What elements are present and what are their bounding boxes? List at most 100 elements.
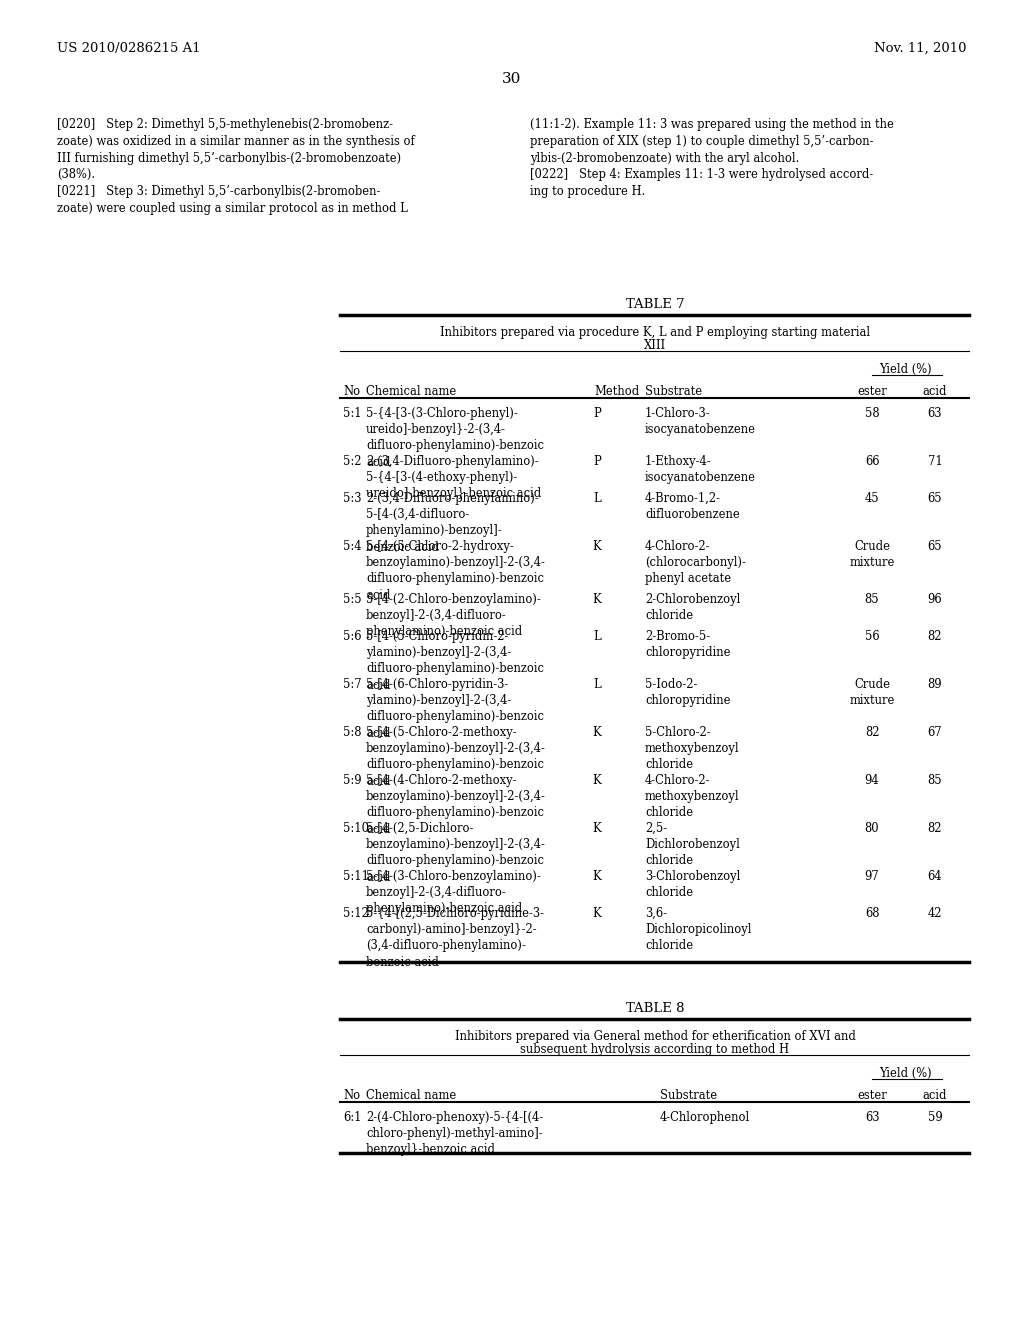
Text: K: K (593, 540, 601, 553)
Text: L: L (593, 678, 601, 690)
Text: 4-Bromo-1,2-
difluorobenzene: 4-Bromo-1,2- difluorobenzene (645, 492, 739, 521)
Text: 5:4: 5:4 (343, 540, 361, 553)
Text: acid: acid (923, 1089, 947, 1102)
Text: 85: 85 (928, 774, 942, 787)
Text: 5-[4-(3-Chloro-benzoylamino)-
benzoyl]-2-(3,4-difluoro-
phenylamino)-benzoic aci: 5-[4-(3-Chloro-benzoylamino)- benzoyl]-2… (366, 870, 541, 915)
Text: 4-Chloro-2-
(chlorocarbonyl)-
phenyl acetate: 4-Chloro-2- (chlorocarbonyl)- phenyl ace… (645, 540, 745, 585)
Text: Crude
mixture: Crude mixture (849, 540, 895, 569)
Text: 1-Chloro-3-
isocyanatobenzene: 1-Chloro-3- isocyanatobenzene (645, 407, 756, 436)
Text: Crude
mixture: Crude mixture (849, 678, 895, 708)
Text: 96: 96 (928, 593, 942, 606)
Text: 2,5-
Dichlorobenzoyl
chloride: 2,5- Dichlorobenzoyl chloride (645, 822, 740, 867)
Text: 85: 85 (864, 593, 880, 606)
Text: [0220]   Step 2: Dimethyl 5,5-methylenebis(2-bromobenz-
zoate) was oxidized in a: [0220] Step 2: Dimethyl 5,5-methylenebis… (57, 117, 415, 215)
Text: 5-Chloro-2-
methoxybenzoyl
chloride: 5-Chloro-2- methoxybenzoyl chloride (645, 726, 739, 771)
Text: No: No (343, 1089, 360, 1102)
Text: 4-Chloro-2-
methoxybenzoyl
chloride: 4-Chloro-2- methoxybenzoyl chloride (645, 774, 739, 820)
Text: 67: 67 (928, 726, 942, 739)
Text: TABLE 8: TABLE 8 (626, 1002, 684, 1015)
Text: 5:7: 5:7 (343, 678, 361, 690)
Text: K: K (593, 726, 601, 739)
Text: ester: ester (857, 1089, 887, 1102)
Text: Chemical name: Chemical name (366, 1089, 457, 1102)
Text: P: P (593, 455, 601, 469)
Text: Yield (%): Yield (%) (879, 1067, 931, 1080)
Text: 68: 68 (864, 907, 880, 920)
Text: 94: 94 (864, 774, 880, 787)
Text: K: K (593, 870, 601, 883)
Text: 80: 80 (864, 822, 880, 836)
Text: Nov. 11, 2010: Nov. 11, 2010 (874, 42, 967, 55)
Text: L: L (593, 630, 601, 643)
Text: 5-[4-(2,5-Dichloro-
benzoylamino)-benzoyl]-2-(3,4-
difluoro-phenylamino)-benzoic: 5-[4-(2,5-Dichloro- benzoylamino)-benzoy… (366, 822, 546, 883)
Text: 5-[4-(4-Chloro-2-methoxy-
benzoylamino)-benzoyl]-2-(3,4-
difluoro-phenylamino)-b: 5-[4-(4-Chloro-2-methoxy- benzoylamino)-… (366, 774, 546, 836)
Text: 82: 82 (864, 726, 880, 739)
Text: Inhibitors prepared via procedure K, L and P employing starting material: Inhibitors prepared via procedure K, L a… (440, 326, 870, 339)
Text: 5-{4-[(2,5-Dichloro-pyridine-3-
carbonyl)-amino]-benzoyl}-2-
(3,4-difluoro-pheny: 5-{4-[(2,5-Dichloro-pyridine-3- carbonyl… (366, 907, 544, 969)
Text: 89: 89 (928, 678, 942, 690)
Text: 5-[4-(2-Chloro-benzoylamino)-
benzoyl]-2-(3,4-difluoro-
phenylamino)-benzoic aci: 5-[4-(2-Chloro-benzoylamino)- benzoyl]-2… (366, 593, 541, 639)
Text: 45: 45 (864, 492, 880, 506)
Text: 65: 65 (928, 540, 942, 553)
Text: 6:1: 6:1 (343, 1111, 361, 1125)
Text: 3-Chlorobenzoyl
chloride: 3-Chlorobenzoyl chloride (645, 870, 740, 899)
Text: 97: 97 (864, 870, 880, 883)
Text: K: K (593, 593, 601, 606)
Text: 5-[4-(5-Chloro-2-methoxy-
benzoylamino)-benzoyl]-2-(3,4-
difluoro-phenylamino)-b: 5-[4-(5-Chloro-2-methoxy- benzoylamino)-… (366, 726, 546, 788)
Text: 58: 58 (864, 407, 880, 420)
Text: 5:2: 5:2 (343, 455, 361, 469)
Text: 4-Chlorophenol: 4-Chlorophenol (660, 1111, 751, 1125)
Text: 5:12: 5:12 (343, 907, 369, 920)
Text: Substrate: Substrate (660, 1089, 717, 1102)
Text: 5:3: 5:3 (343, 492, 361, 506)
Text: K: K (593, 822, 601, 836)
Text: XIII: XIII (644, 339, 666, 352)
Text: 65: 65 (928, 492, 942, 506)
Text: 64: 64 (928, 870, 942, 883)
Text: No: No (343, 385, 360, 399)
Text: 2-Chlorobenzoyl
chloride: 2-Chlorobenzoyl chloride (645, 593, 740, 622)
Text: 5:9: 5:9 (343, 774, 361, 787)
Text: 82: 82 (928, 822, 942, 836)
Text: ester: ester (857, 385, 887, 399)
Text: 30: 30 (503, 73, 521, 86)
Text: 2-(3,4-Difluoro-phenylamino)-
5-[4-(3,4-difluoro-
phenylamino)-benzoyl]-
benzoic: 2-(3,4-Difluoro-phenylamino)- 5-[4-(3,4-… (366, 492, 539, 553)
Text: 71: 71 (928, 455, 942, 469)
Text: 5-[4-(5-Chloro-pyridin-2-
ylamino)-benzoyl]-2-(3,4-
difluoro-phenylamino)-benzoi: 5-[4-(5-Chloro-pyridin-2- ylamino)-benzo… (366, 630, 544, 692)
Text: 63: 63 (928, 407, 942, 420)
Text: 2-Bromo-5-
chloropyridine: 2-Bromo-5- chloropyridine (645, 630, 730, 659)
Text: 5-[4-(6-Chloro-pyridin-3-
ylamino)-benzoyl]-2-(3,4-
difluoro-phenylamino)-benzoi: 5-[4-(6-Chloro-pyridin-3- ylamino)-benzo… (366, 678, 544, 739)
Text: 5-Iodo-2-
chloropyridine: 5-Iodo-2- chloropyridine (645, 678, 730, 708)
Text: 2-(3,4-Difluoro-phenylamino)-
5-{4-[3-(4-ethoxy-phenyl)-
ureido]-benzoyl}-benzoi: 2-(3,4-Difluoro-phenylamino)- 5-{4-[3-(4… (366, 455, 542, 500)
Text: 5:8: 5:8 (343, 726, 361, 739)
Text: 5:6: 5:6 (343, 630, 361, 643)
Text: 5:5: 5:5 (343, 593, 361, 606)
Text: US 2010/0286215 A1: US 2010/0286215 A1 (57, 42, 201, 55)
Text: K: K (593, 774, 601, 787)
Text: 66: 66 (864, 455, 880, 469)
Text: 56: 56 (864, 630, 880, 643)
Text: TABLE 7: TABLE 7 (626, 298, 684, 312)
Text: 5:11: 5:11 (343, 870, 369, 883)
Text: Yield (%): Yield (%) (879, 363, 931, 376)
Text: (11:1-2). Example 11: 3 was prepared using the method in the
preparation of XIX : (11:1-2). Example 11: 3 was prepared usi… (530, 117, 894, 198)
Text: 63: 63 (864, 1111, 880, 1125)
Text: 5-[4-(5-Chloro-2-hydroxy-
benzoylamino)-benzoyl]-2-(3,4-
difluoro-phenylamino)-b: 5-[4-(5-Chloro-2-hydroxy- benzoylamino)-… (366, 540, 546, 602)
Text: K: K (593, 907, 601, 920)
Text: subsequent hydrolysis according to method H: subsequent hydrolysis according to metho… (520, 1043, 790, 1056)
Text: Inhibitors prepared via General method for etherification of XVI and: Inhibitors prepared via General method f… (455, 1030, 855, 1043)
Text: 3,6-
Dichloropicolinoyl
chloride: 3,6- Dichloropicolinoyl chloride (645, 907, 752, 953)
Text: 5-{4-[3-(3-Chloro-phenyl)-
ureido]-benzoyl}-2-(3,4-
difluoro-phenylamino)-benzoi: 5-{4-[3-(3-Chloro-phenyl)- ureido]-benzo… (366, 407, 544, 469)
Text: 2-(4-Chloro-phenoxy)-5-{4-[(4-
chloro-phenyl)-methyl-amino]-
benzoyl}-benzoic ac: 2-(4-Chloro-phenoxy)-5-{4-[(4- chloro-ph… (366, 1111, 543, 1156)
Text: L: L (593, 492, 601, 506)
Text: 42: 42 (928, 907, 942, 920)
Text: P: P (593, 407, 601, 420)
Text: 5:10: 5:10 (343, 822, 369, 836)
Text: 5:1: 5:1 (343, 407, 361, 420)
Text: Chemical name: Chemical name (366, 385, 457, 399)
Text: 59: 59 (928, 1111, 942, 1125)
Text: acid: acid (923, 385, 947, 399)
Text: Method: Method (594, 385, 639, 399)
Text: 1-Ethoxy-4-
isocyanatobenzene: 1-Ethoxy-4- isocyanatobenzene (645, 455, 756, 484)
Text: Substrate: Substrate (645, 385, 702, 399)
